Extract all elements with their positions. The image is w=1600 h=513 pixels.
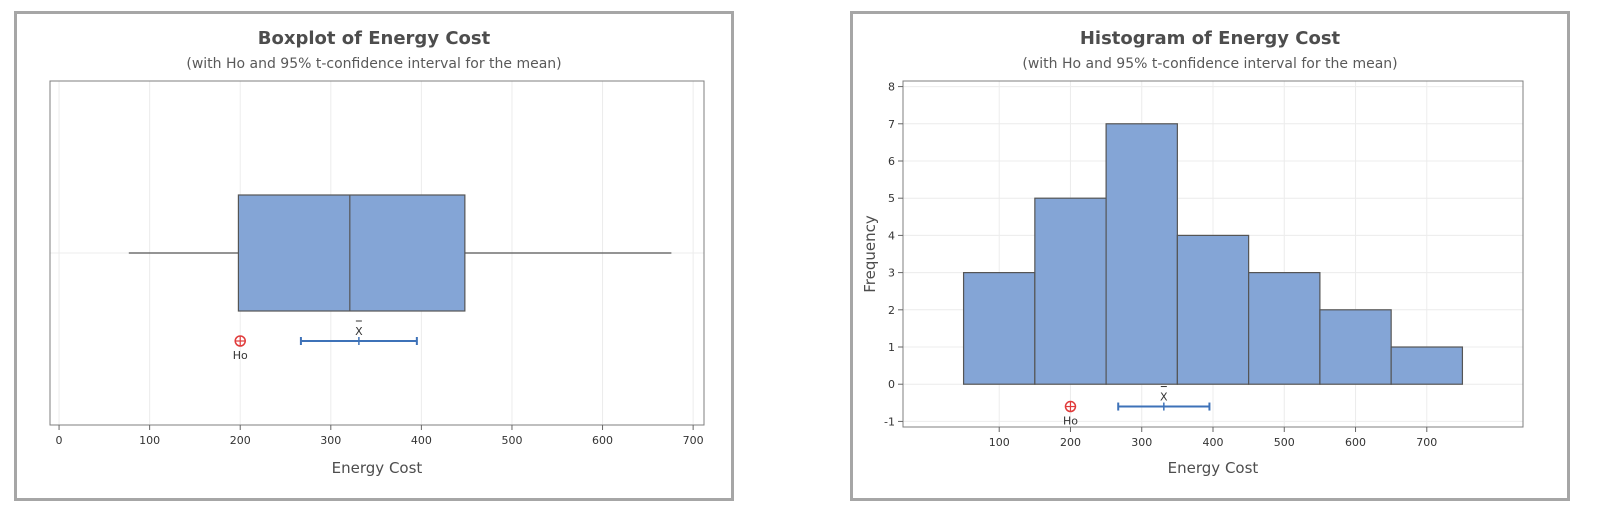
y-tick-label: 0 xyxy=(888,378,895,391)
x-axis-title: Energy Cost xyxy=(1168,459,1259,477)
y-tick-label: 1 xyxy=(888,341,895,354)
mean-label: X xyxy=(1160,391,1168,404)
x-tick-label: 200 xyxy=(230,434,251,447)
boxplot-chart: 0 100 200 300 400 500 600 700 X Ho Energy Cost xyxy=(49,80,705,477)
histogram-bar xyxy=(1105,123,1178,385)
x-tick-label: 100 xyxy=(139,434,160,447)
y-tick-label: 7 xyxy=(888,118,895,131)
histogram-bar xyxy=(1319,309,1392,385)
y-tick-label: 2 xyxy=(888,304,895,317)
x-tick-label: 400 xyxy=(411,434,432,447)
boxplot-title: Boxplot of Energy Cost xyxy=(257,28,491,49)
x-tick-label: 300 xyxy=(1131,436,1152,449)
x-tick-label: 400 xyxy=(1203,436,1224,449)
x-tick-label: 600 xyxy=(1345,436,1366,449)
iqr-box xyxy=(237,194,466,312)
y-tick-label: -1 xyxy=(884,415,895,428)
x-tick-label: 700 xyxy=(1416,436,1437,449)
x-axis-title: Energy Cost xyxy=(332,459,423,477)
histogram-chart: 100 200 300 400 500 600 700 -1 0 1 2 3 4 5 6 7 8 X Ho Energ… xyxy=(861,80,1524,477)
plot-frame xyxy=(49,80,705,426)
x-tick-label: 500 xyxy=(501,434,522,447)
h0-label: Ho xyxy=(1063,415,1078,428)
boxplot-panel: Boxplot of Energy Cost (with Ho and 95% … xyxy=(14,11,734,501)
y-tick-label: 5 xyxy=(888,192,895,205)
h0-label: Ho xyxy=(233,349,248,362)
y-tick-label: 8 xyxy=(888,81,895,94)
x-tick-label: 200 xyxy=(1060,436,1081,449)
histogram-title: Histogram of Energy Cost xyxy=(1079,28,1341,49)
x-tick-label: 100 xyxy=(989,436,1010,449)
y-axis-title: Frequency xyxy=(861,215,879,293)
histogram-panel: Histogram of Energy Cost (with Ho and 95… xyxy=(850,11,1570,501)
histogram-bar xyxy=(1248,272,1321,385)
histogram-bar xyxy=(962,272,1036,385)
x-tick-label: 700 xyxy=(683,434,704,447)
mean-label: X xyxy=(355,325,363,338)
y-tick-label: 4 xyxy=(888,229,895,242)
x-tick-label: 0 xyxy=(56,434,63,447)
y-tick-label: 3 xyxy=(888,267,895,280)
x-tick-label: 300 xyxy=(320,434,341,447)
boxplot-subtitle: (with Ho and 95% t-confidence interval f… xyxy=(186,56,562,72)
histogram-bar xyxy=(1390,346,1464,385)
x-tick-label: 600 xyxy=(592,434,613,447)
histogram-subtitle: (with Ho and 95% t-confidence interval f… xyxy=(1022,56,1398,72)
histogram-bar xyxy=(1176,234,1250,385)
histogram-bar xyxy=(1034,197,1107,385)
x-tick-label: 500 xyxy=(1274,436,1295,449)
y-tick-label: 6 xyxy=(888,155,895,168)
